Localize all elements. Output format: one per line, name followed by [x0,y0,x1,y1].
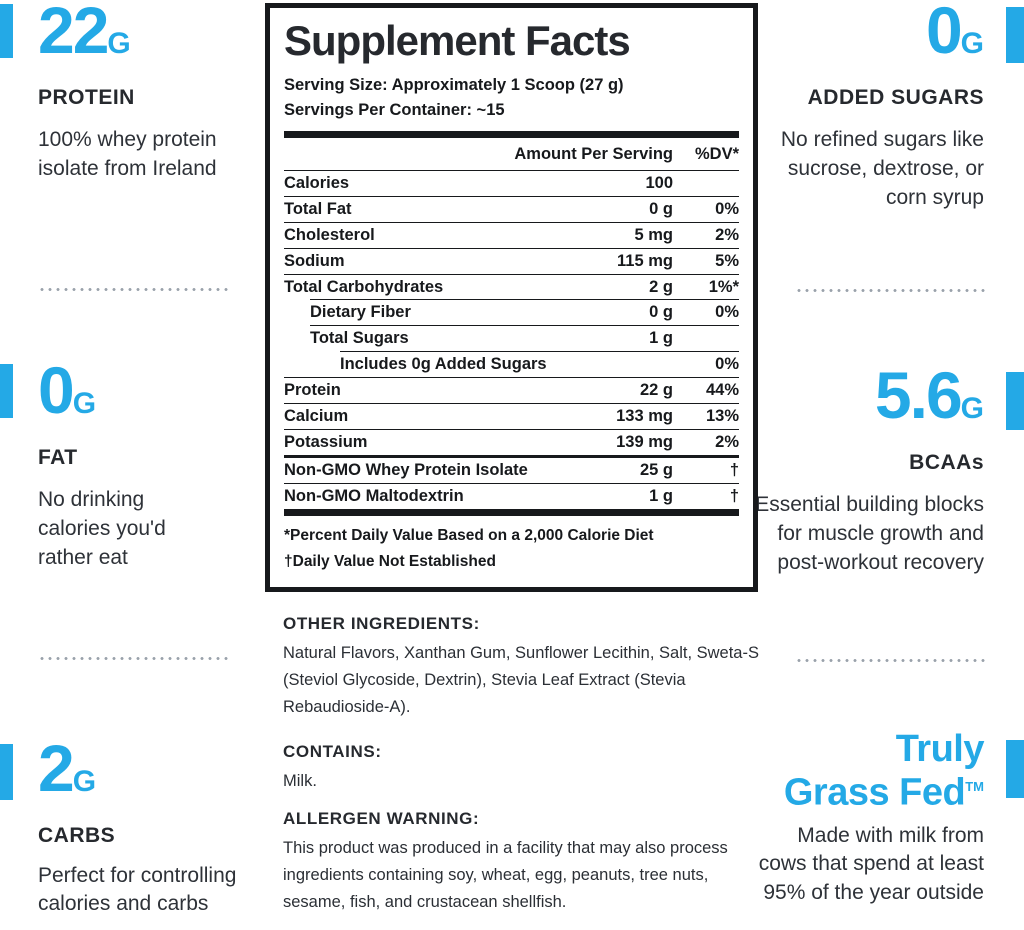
unit-grams: G [960,27,984,60]
stat-bcaas: 5.6G BCAAs Essential building blocks for… [752,358,984,577]
stat-carbs-label: CARBS [38,824,116,847]
allergen-warning-text: This product was produced in a facility … [283,839,728,911]
table-row-maltodextrin: Non-GMO Maltodextrin 1 g † [284,486,739,505]
table-row-total-fat: Total Fat 0 g 0% [284,199,739,218]
panel-title: Supplement Facts [284,17,631,64]
trademark-symbol: TM [965,779,984,794]
table-row-total-carbohydrates: Total Carbohydrates 2 g 1%* [284,277,739,296]
column-header-dv: %DV* [694,144,739,163]
truly-grass-fed-logo: Truly Grass FedTM [783,728,985,814]
accent-bar-added-sugars [1006,7,1024,63]
table-row-potassium: Potassium 139 mg 2% [284,432,739,451]
stat-fat-value: 0G [38,353,97,427]
rule [284,273,739,275]
allergen-warning-heading: ALLERGEN WARNING: [283,809,480,828]
supplement-facts-panel: Supplement Facts Serving Size: Approxima… [265,3,758,592]
stat-grass-fed: Truly Grass FedTM Made with milk from co… [752,728,985,907]
stat-added-sugars-description: No refined sugars like sucrose, dextrose… [780,128,984,209]
unit-grams: G [72,765,97,798]
column-header-amount: Amount Per Serving [514,144,673,163]
stat-fat-description: No drinking calories you'd rather eat [38,488,166,569]
accent-bar-bcaas [1006,372,1024,430]
table-row-protein: Protein 22 g 44% [284,381,739,400]
stat-bcaas-description: Essential building blocks for muscle gro… [755,493,984,574]
rule [284,403,739,405]
table-row-calories: Calories 100 [284,173,673,192]
accent-bar-carbs [0,744,13,800]
rule-thick [284,454,739,458]
unit-grams: G [72,387,97,420]
stat-protein-description: 100% whey protein isolate from Ireland [38,128,217,180]
dotted-divider [795,289,985,292]
thick-rule [284,131,739,138]
table-row-whey-protein-isolate: Non-GMO Whey Protein Isolate 25 g † [284,460,739,479]
rule [284,377,739,379]
rule [340,351,739,353]
stat-fat-label: FAT [38,446,78,469]
ingredients-section: OTHER INGREDIENTS: Natural Flavors, Xant… [283,614,769,916]
stat-added-sugars: 0G ADDED SUGARS No refined sugars like s… [752,0,984,212]
table-row-total-sugars: Total Sugars 1 g [310,329,673,348]
rule [284,428,739,430]
unit-grams: G [960,392,984,425]
table-row-calcium: Calcium 133 mg 13% [284,406,739,425]
footnote-percent-dv: *Percent Daily Value Based on a 2,000 Ca… [284,526,654,544]
stat-protein-label: PROTEIN [38,86,135,109]
other-ingredients-text: Natural Flavors, Xanthan Gum, Sunflower … [283,644,759,716]
stat-protein: 22G PROTEIN 100% whey protein isolate fr… [38,0,238,183]
rule [310,299,739,301]
thick-rule [284,508,739,516]
table-row-dietary-fiber: Dietary Fiber 0 g 0% [310,303,739,322]
table-row-sodium: Sodium 115 mg 5% [284,251,739,270]
servings-per-container: Servings Per Container: ~15 [284,101,505,119]
table-row-added-sugars: Includes 0g Added Sugars 0% [340,355,739,374]
rule [284,170,739,171]
footnote-daily-value: †Daily Value Not Established [284,552,496,570]
rule [284,221,739,223]
stat-added-sugars-value: 0G [925,0,984,67]
dotted-divider [38,657,228,660]
stat-carbs: 2G CARBS Perfect for controlling calorie… [38,731,248,918]
dotted-divider [795,659,985,662]
serving-size: Serving Size: Approximately 1 Scoop (27 … [284,76,624,94]
rule [284,247,739,249]
dotted-divider [38,288,228,291]
table-row-cholesterol: Cholesterol 5 mg 2% [284,225,739,244]
stat-fat: 0G FAT No drinking calories you'd rather… [38,353,213,572]
rule [310,325,739,327]
other-ingredients-heading: OTHER INGREDIENTS: [283,614,480,633]
stat-carbs-description: Perfect for controlling calories and car… [38,864,237,915]
stat-bcaas-label: BCAAs [909,451,984,474]
rule [284,195,739,197]
stat-grass-fed-description: Made with milk from cows that spend at l… [758,823,984,904]
stat-bcaas-value: 5.6G [874,358,984,432]
contains-heading: CONTAINS: [283,742,382,761]
rule [284,482,739,484]
stat-protein-value: 22G [38,0,131,67]
accent-bar-grass-fed [1006,740,1024,798]
accent-bar-fat [0,364,13,418]
accent-bar-protein [0,4,13,58]
stat-added-sugars-label: ADDED SUGARS [807,86,984,109]
stat-carbs-value: 2G [38,731,97,805]
unit-grams: G [107,27,131,60]
contains-text: Milk. [283,772,317,790]
table-header: Amount Per Serving %DV* [284,138,739,170]
